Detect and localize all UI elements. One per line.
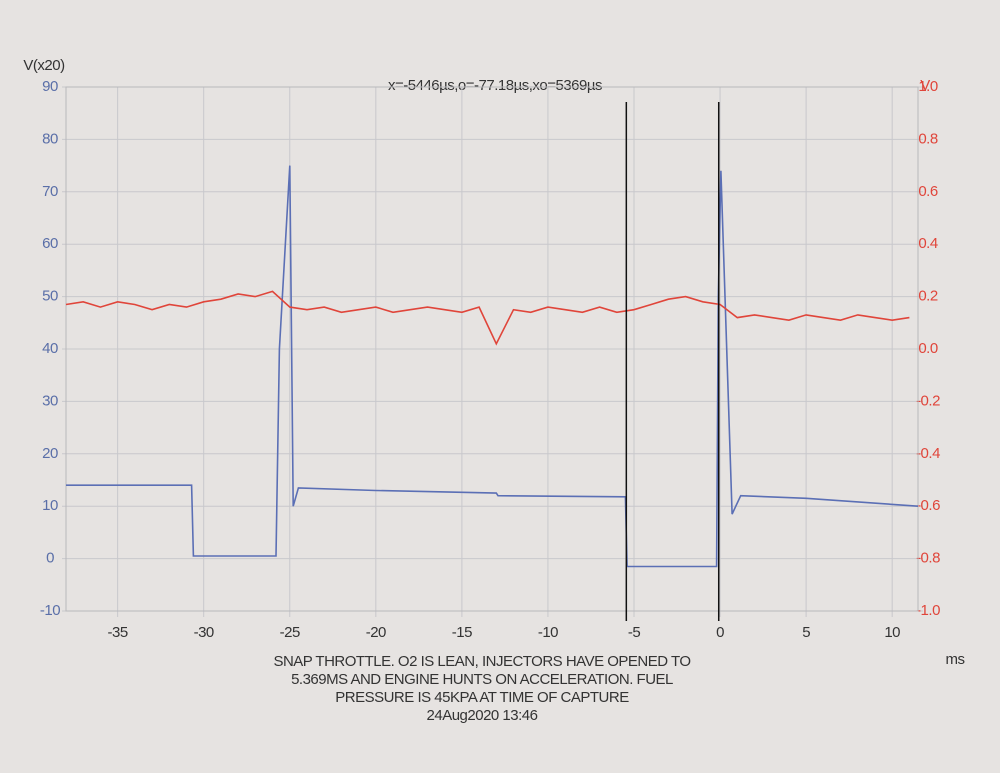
- y2-tick-label: -0.4: [916, 445, 940, 462]
- y-tick-label: 70: [42, 183, 58, 200]
- plot-frame: [65, 86, 919, 612]
- y-tick-label: 10: [42, 497, 58, 514]
- y2-tick-label: 0.6: [918, 183, 938, 200]
- y2-axis-label: V: [920, 77, 930, 94]
- x-tick-label: 5: [802, 624, 810, 641]
- caption-line: 24Aug2020 13:46: [427, 707, 538, 724]
- y2-tick-label: 0.4: [918, 235, 938, 252]
- x-tick-label: 0: [716, 624, 724, 641]
- caption-line: PRESSURE IS 45KPA AT TIME OF CAPTURE: [335, 689, 629, 706]
- x-tick-label: -35: [108, 624, 128, 641]
- x-tick-label: -20: [366, 624, 386, 641]
- y-tick-label: 80: [42, 130, 58, 147]
- x-tick-label: -25: [280, 624, 300, 641]
- y-tick-label: 60: [42, 235, 58, 252]
- y2-tick-label: -0.2: [916, 392, 940, 409]
- caption-line: 5.369MS AND ENGINE HUNTS ON ACCELERATION…: [291, 671, 673, 688]
- y-tick-label: 20: [42, 445, 58, 462]
- y-tick-label: 30: [42, 392, 58, 409]
- y-tick-label: -10: [40, 602, 60, 619]
- series-line: [65, 290, 910, 346]
- x-tick-label: -10: [538, 624, 558, 641]
- x-tick-label: -30: [194, 624, 214, 641]
- caption-line: SNAP THROTTLE. O2 IS LEAN, INJECTORS HAV…: [273, 653, 690, 670]
- y2-tick-label: -1.0: [916, 602, 940, 619]
- y2-tick-label: -0.6: [916, 497, 940, 514]
- y2-tick-label: 0.0: [918, 340, 938, 357]
- y2-tick-label: 0.2: [918, 288, 938, 305]
- x-tick-label: -15: [452, 624, 472, 641]
- x-tick-label: -5: [628, 624, 640, 641]
- y-tick-label: 90: [42, 78, 58, 95]
- y2-tick-label: -0.8: [916, 550, 940, 567]
- x-tick-label: 10: [884, 624, 900, 641]
- y2-tick-label: 1.0: [918, 78, 938, 95]
- x-axis-label: ms: [946, 651, 965, 668]
- y-tick-label: 50: [42, 288, 58, 305]
- y2-tick-label: 0.8: [918, 130, 938, 147]
- chart-title: x=-5446µs,o=-77.18µs,xo=5369µs: [388, 77, 602, 94]
- y-axis-label: V(x20): [23, 57, 65, 74]
- y-tick-label: 0: [46, 550, 54, 567]
- series-line: [66, 165, 919, 568]
- y-tick-label: 40: [42, 340, 58, 357]
